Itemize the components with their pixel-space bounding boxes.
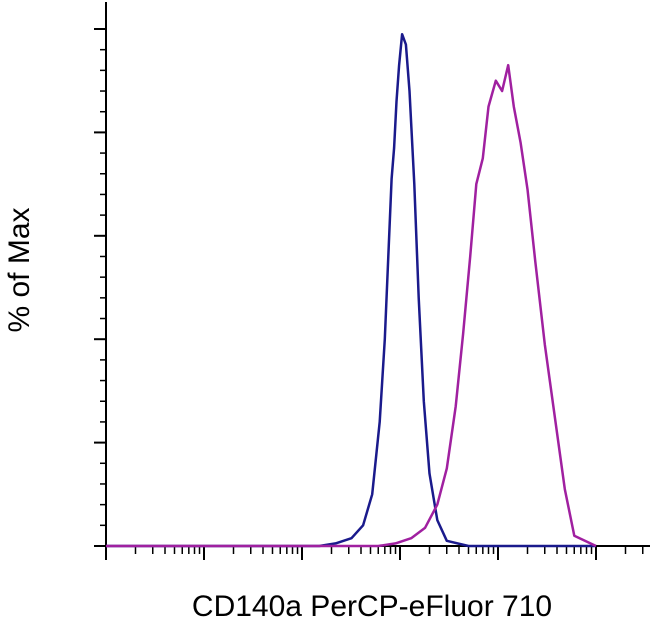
x-axis-ticks: [105, 546, 644, 560]
series-lines: [106, 32, 597, 548]
x-axis-title: CD140a PerCP-eFluor 710: [192, 590, 552, 623]
y-axis-title: % of Max: [3, 207, 36, 332]
plot-frame: [105, 2, 650, 547]
series-line-1: [106, 32, 596, 548]
y-axis-ticks: [94, 28, 106, 547]
series-line-2: [106, 63, 597, 548]
